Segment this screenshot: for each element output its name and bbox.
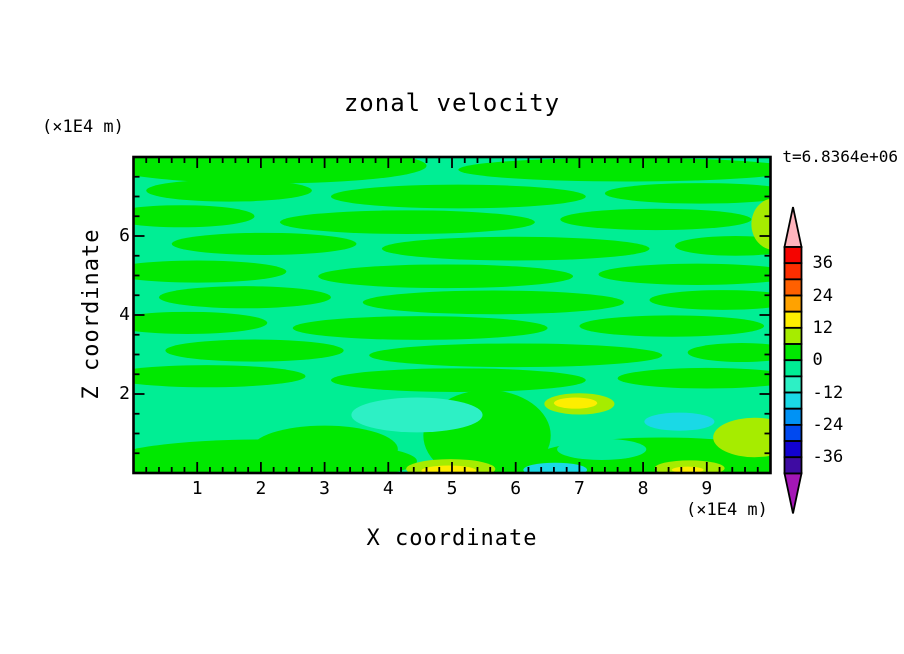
z-tick-label-2: 2 [119,383,130,404]
contour-region-yellow [671,466,704,473]
contour-region-cyan [523,462,588,473]
contour-region-green [133,365,306,388]
z-axis-label: Z coordinate [78,228,104,400]
x-tick-label-5: 5 [446,478,458,499]
contour-region-green [649,290,771,310]
contour-region-green [687,343,771,363]
x-tick-label-8: 8 [637,478,649,499]
colorbar-under-arrow [783,472,803,514]
contour-region-green [165,339,344,362]
colorbar-segment--6..0 [783,359,803,378]
colorbar-segment--30..-24 [783,423,803,442]
contour-region-green [133,260,287,283]
contour-region-green [604,183,771,204]
contour-region-green [560,208,752,231]
colorbar-tick-label--24: -24 [812,414,844,435]
z-tick-label-4: 4 [119,304,130,325]
x-tick-label-9: 9 [701,478,713,499]
contour-region-cyan [644,412,715,431]
z-axis-unit-label: (×1E4 m) [42,117,124,137]
colorbar-segment-18..24 [783,294,803,313]
contour-region-green [251,425,398,473]
colorbar-segment-6..12 [783,326,803,345]
colorbar-segment-24..30 [783,278,803,297]
contour-region-green [280,210,535,235]
contour-region-green [133,157,427,184]
contour-region-green [146,179,312,202]
contour-region-green [362,290,624,315]
contour-region-green [292,316,548,340]
contour-region-green [330,368,586,393]
colorbar-segment--24..-18 [783,407,803,426]
colorbar [783,206,803,514]
colorbar-segment--18..-12 [783,391,803,410]
contour-region-green [158,286,331,309]
colorbar-tick-label--36: -36 [812,447,844,468]
colorbar-segment--42..-36 [783,456,803,475]
x-tick-label-6: 6 [510,478,522,499]
colorbar-tick-label-0: 0 [812,350,823,371]
contour-region-green [674,236,771,256]
x-axis-label: X coordinate [366,526,538,551]
contour-region-yellow [421,465,477,473]
colorbar-segment-0..6 [783,343,803,362]
colorbar-over-arrow [783,206,803,248]
contour-region-green [598,263,771,285]
x-tick-label-1: 1 [191,478,203,499]
x-tick-label-2: 2 [255,478,267,499]
colorbar-tick-label-12: 12 [812,317,833,338]
contour-region-yellow [553,397,598,409]
z-tick-label-6: 6 [119,225,130,246]
x-axis-unit-label: (×1E4 m) [686,500,768,520]
contour-region-green [330,184,586,209]
x-tick-label-7: 7 [573,478,585,499]
x-tick-label-3: 3 [319,478,331,499]
contour-region-green [617,367,771,389]
axis-ticks [133,157,771,473]
contour-region-aqua [351,397,483,433]
contour-region-green [369,343,663,368]
colorbar-tick-label--12: -12 [812,382,844,403]
contour-region-mint [557,438,647,460]
colorbar-segment-36..42 [783,246,803,265]
x-tick-label-4: 4 [382,478,394,499]
contour-region-green [458,157,771,182]
colorbar-tick-label-36: 36 [812,253,833,274]
contour-region-green [133,205,255,228]
colorbar-segment-12..18 [783,310,803,329]
colorbar-segment-30..36 [783,262,803,281]
contour-region-green [133,311,268,334]
colorbar-segment--12..-6 [783,375,803,394]
contour-region-green [579,315,765,337]
contour-region-chartreuse [713,417,771,458]
colorbar-segment--36..-30 [783,440,803,459]
contour-region-green [171,232,357,255]
contour-region-green [381,236,650,261]
colorbar-tick-label-24: 24 [812,285,833,306]
contour-field [133,157,771,473]
contour-region-green [318,264,574,289]
chart-title: zonal velocity [343,89,561,117]
time-annotation: t=6.8364e+06 [782,147,898,166]
